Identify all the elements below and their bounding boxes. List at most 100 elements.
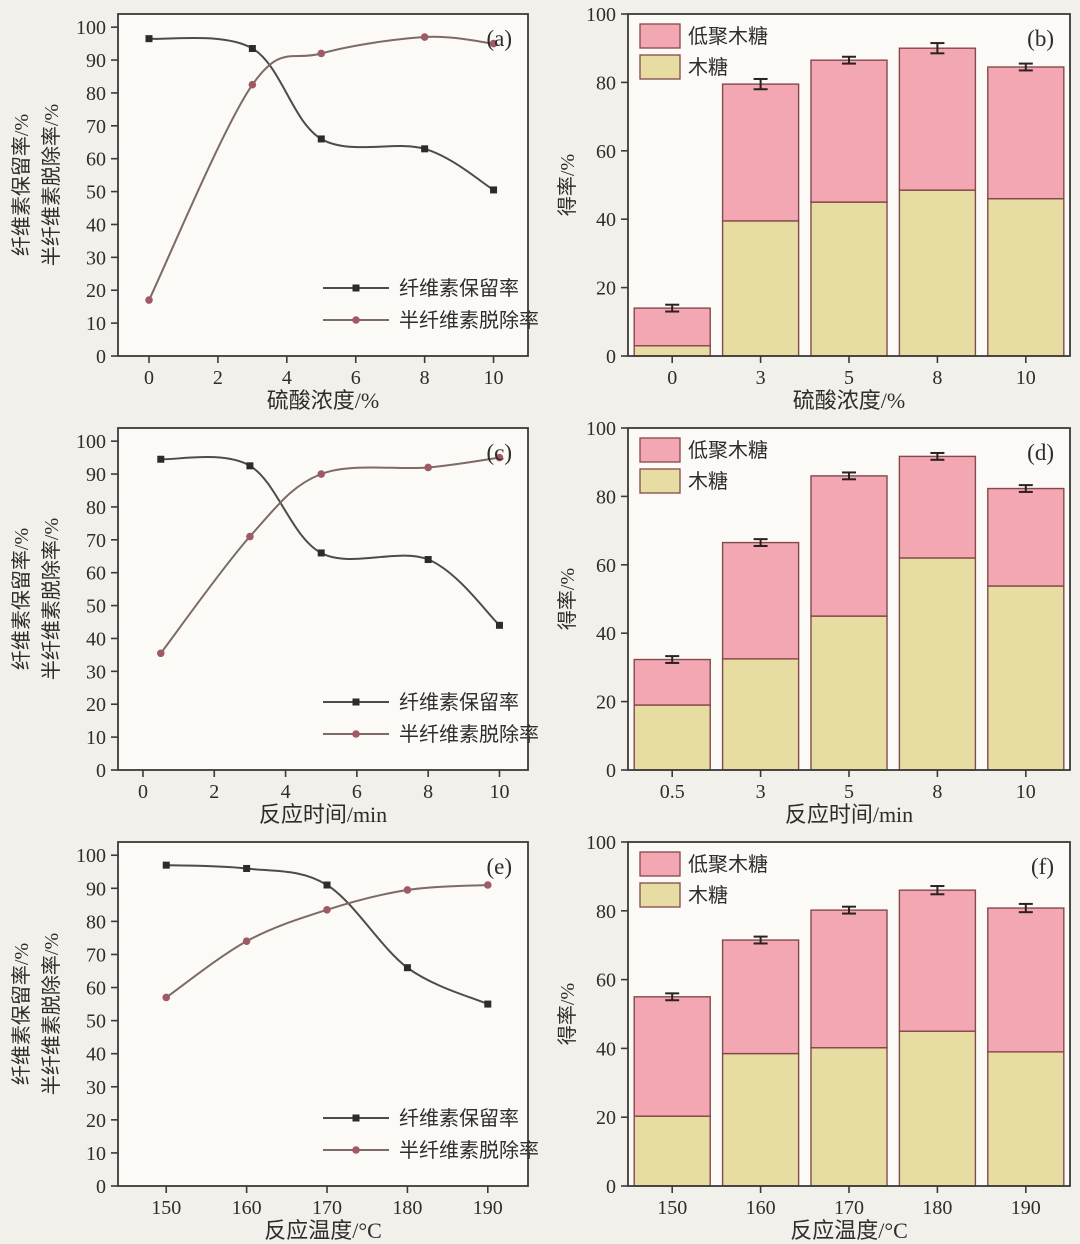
x-tick-label: 180 xyxy=(392,1197,422,1219)
y-tick-label: 0 xyxy=(96,760,106,782)
x-tick-label: 0 xyxy=(138,781,148,803)
y-tick-label: 20 xyxy=(86,694,106,716)
legend-label: 低聚木糖 xyxy=(688,853,768,876)
x-tick-label: 8 xyxy=(420,367,430,389)
y-tick-label: 40 xyxy=(596,209,616,231)
data-point-marker xyxy=(495,621,503,629)
y-tick-label: 20 xyxy=(596,1107,616,1129)
error-bar xyxy=(753,538,768,547)
x-axis-label: 反应温度/°C xyxy=(264,1218,382,1243)
y-axis-label: 得率/% xyxy=(556,154,579,216)
x-tick-label: 2 xyxy=(213,367,223,389)
panel-letter-e: (e) xyxy=(486,854,512,879)
x-tick-label: 160 xyxy=(746,1197,776,1219)
panel-e-line-chart: 150 160 170 180 190 0 10 20 30 40 50 60 70 80 90 100 反应温… xyxy=(0,828,540,1244)
error-bar xyxy=(930,42,945,55)
bar-segment-xylose xyxy=(898,557,977,771)
x-tick-label: 3 xyxy=(756,781,766,803)
legend-label: 低聚木糖 xyxy=(688,439,768,462)
bar-segment-xylose xyxy=(987,197,1065,357)
panel-letter-b: (b) xyxy=(1027,26,1054,51)
data-point-marker xyxy=(352,1146,360,1154)
error-bar xyxy=(665,992,680,1002)
x-tick-label: 5 xyxy=(844,781,854,803)
data-point-marker xyxy=(157,455,165,463)
y-tick-label: 20 xyxy=(596,278,616,300)
data-point-marker xyxy=(352,316,360,324)
error-bar xyxy=(665,655,680,664)
y-tick-label: 0 xyxy=(606,1176,616,1198)
x-tick-label: 150 xyxy=(657,1197,687,1219)
bar-segment-xos xyxy=(987,907,1065,1053)
y-tick-label: 100 xyxy=(76,17,106,39)
x-tick-label: 6 xyxy=(352,781,362,803)
y-tick-label: 100 xyxy=(76,431,106,453)
x-tick-label: 0 xyxy=(667,367,677,389)
plot-frame xyxy=(117,841,529,1187)
y-tick-label: 20 xyxy=(86,1110,106,1132)
data-point-marker xyxy=(243,864,251,872)
x-tick-label: 8 xyxy=(932,367,942,389)
data-point-marker xyxy=(145,296,153,304)
y-tick-label: 80 xyxy=(596,901,616,923)
y-axis-label-line1: 纤维素保留率/% xyxy=(10,943,33,1085)
chart-a: 0 2 4 6 8 100102030405060708090100硫酸浓度/%纤维素保留… xyxy=(10,13,539,413)
chart-f: 150 160 170 180 190 0 20 40 60 80 100 反应温度/°C 得率/% 低聚… xyxy=(556,832,1071,1243)
y-tick-label: 90 xyxy=(86,50,106,72)
x-tick-label: 160 xyxy=(232,1197,262,1219)
x-axis-label: 反应时间/min xyxy=(785,802,913,827)
y-tick-label: 0 xyxy=(606,760,616,782)
y-tick-label: 50 xyxy=(86,182,106,204)
y-axis-label-line2: 半纤维素脱除率/% xyxy=(40,518,63,680)
panel-a-line-chart: 0 2 4 6 8 10 0 10 20 30 40 50 60 70 80 90 100 硫酸浓度/% 纤维素保留… xyxy=(0,0,540,414)
y-tick-label: 80 xyxy=(86,83,106,105)
legend-label: 纤维素保留率 xyxy=(399,691,519,714)
legend-swatch xyxy=(639,851,681,877)
data-point-marker xyxy=(317,470,326,478)
bar-segment-xos xyxy=(898,47,977,191)
error-bar xyxy=(753,935,768,945)
y-tick-label: 60 xyxy=(596,555,616,577)
y-tick-label: 20 xyxy=(596,692,616,714)
y-tick-label: 60 xyxy=(86,149,106,171)
y-axis-label-line1: 纤维素保留率/% xyxy=(10,114,33,256)
data-point-marker xyxy=(403,886,412,894)
y-tick-label: 50 xyxy=(86,1011,106,1033)
line-series-hemicellulose-removal xyxy=(148,35,494,301)
y-tick-label: 30 xyxy=(86,247,106,269)
x-tick-label: 6 xyxy=(351,367,361,389)
x-axis-label: 硫酸浓度/% xyxy=(267,388,379,413)
data-point-marker xyxy=(156,649,165,658)
error-bar xyxy=(1018,902,1033,914)
data-point-marker xyxy=(323,906,331,914)
legend-label: 半纤维素脱除率 xyxy=(399,1139,539,1162)
legend-label: 木糖 xyxy=(688,56,728,79)
error-bar xyxy=(1018,62,1033,72)
x-tick-label: 170 xyxy=(834,1197,864,1219)
data-point-marker xyxy=(495,453,504,462)
panel-letter-d: (d) xyxy=(1027,440,1054,465)
y-tick-label: 100 xyxy=(76,845,106,867)
y-tick-label: 100 xyxy=(586,4,616,26)
data-point-marker xyxy=(246,532,254,541)
bar-segment-xylose xyxy=(898,1030,977,1187)
bar-segment-xylose xyxy=(987,585,1065,771)
legend-swatch xyxy=(639,54,681,80)
bar-segment-xos xyxy=(810,475,888,617)
y-tick-label: 40 xyxy=(596,1038,616,1060)
x-tick-label: 10 xyxy=(1016,781,1036,803)
bar-segment-xylose xyxy=(810,201,888,357)
legend-swatch xyxy=(639,437,681,463)
bar-segment-xylose xyxy=(987,1051,1065,1187)
bar-segment-xos xyxy=(898,889,977,1032)
bar-segment-xylose xyxy=(898,189,977,357)
y-tick-label: 20 xyxy=(86,280,106,302)
data-point-marker xyxy=(323,881,331,889)
data-point-marker xyxy=(317,135,325,143)
data-point-marker xyxy=(248,80,257,89)
legend-swatch xyxy=(639,23,681,49)
x-tick-label: 2 xyxy=(209,781,219,803)
data-point-marker xyxy=(490,186,498,194)
y-tick-label: 80 xyxy=(86,497,106,519)
y-tick-label: 80 xyxy=(596,486,616,508)
